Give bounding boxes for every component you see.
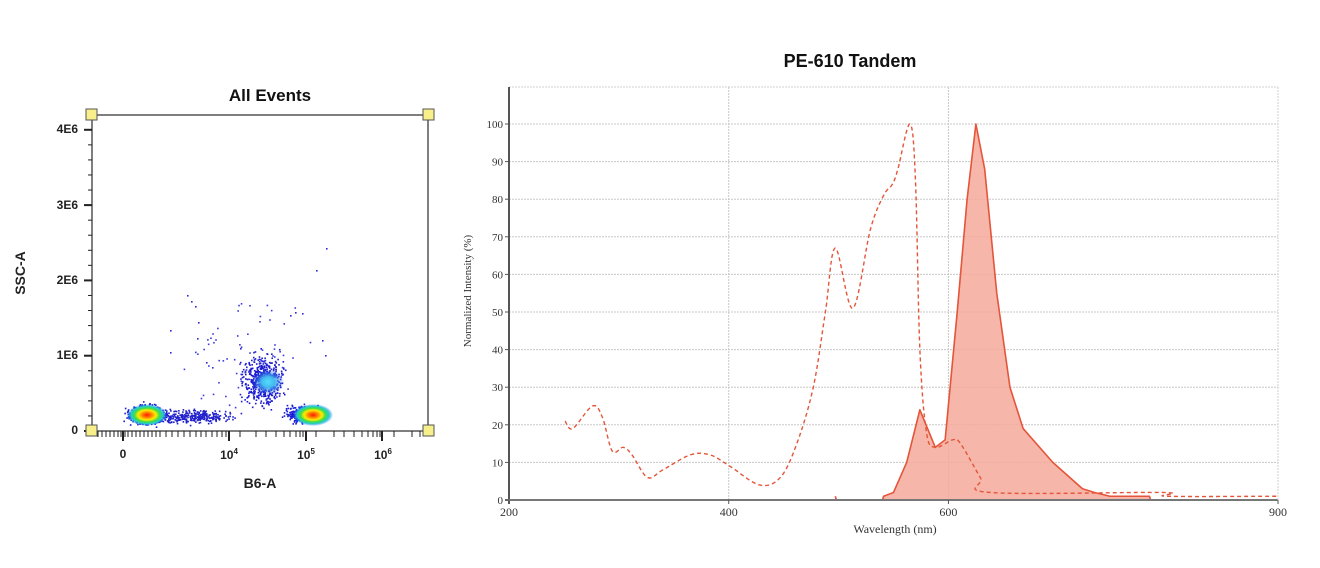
gate-handle-top-left[interactable] bbox=[85, 108, 98, 121]
spectrum-y-axis-label: Normalized Intensity (%) bbox=[462, 234, 474, 348]
flow-plot-panel: All Events 4E6 3E6 2E6 1E6 0 0 104 105 1… bbox=[0, 0, 460, 568]
y-tick-label: 3E6 bbox=[56, 198, 78, 212]
x-axis-ticks bbox=[97, 431, 421, 441]
y-tick-label: 2E6 bbox=[56, 273, 78, 287]
x-tick-label-1e5: 105 bbox=[297, 447, 315, 462]
x-tick-label-1e6: 106 bbox=[374, 447, 392, 462]
flow-plot-title: All Events bbox=[228, 86, 312, 105]
gate-handle-bottom-right[interactable] bbox=[422, 424, 435, 437]
spectrum-x-axis-label: Wavelength (nm) bbox=[853, 522, 937, 536]
gate-handle-top-right[interactable] bbox=[422, 108, 435, 121]
x-axis-label: B6-A bbox=[243, 475, 277, 491]
x-tick-label-1e4: 104 bbox=[220, 447, 238, 462]
y-axis-ticks bbox=[84, 114, 92, 432]
y-tick-label: 4E6 bbox=[56, 122, 78, 136]
y-tick-label: 1E6 bbox=[56, 348, 78, 362]
flow-plot-canvas bbox=[84, 108, 435, 441]
y-axis-label: SSC-A bbox=[12, 251, 28, 295]
spectrum-panel: PE-610 Tandem Normalized Intensity (%) W… bbox=[450, 0, 1320, 568]
gate-handle-bottom-left[interactable] bbox=[85, 424, 98, 437]
spectrum-title: PE-610 Tandem bbox=[783, 51, 917, 71]
density-hotspots bbox=[127, 369, 333, 426]
x-tick-label-0: 0 bbox=[119, 447, 127, 461]
plot-frame bbox=[91, 114, 429, 432]
scatter-events bbox=[123, 248, 328, 428]
y-tick-label: 0 bbox=[71, 423, 78, 437]
